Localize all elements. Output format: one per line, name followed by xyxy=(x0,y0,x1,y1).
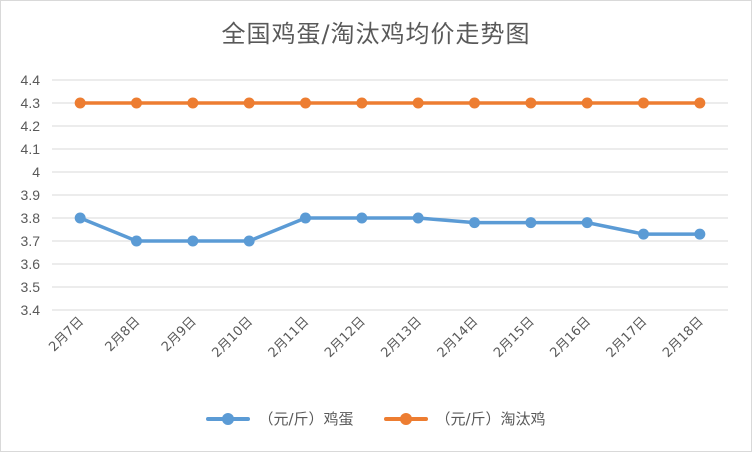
chart-legend: （元/斤）鸡蛋 （元/斤）淘汰鸡 xyxy=(0,408,752,429)
data-point xyxy=(694,97,706,109)
x-tick-label: 2月11日 xyxy=(266,314,313,361)
legend-swatch-culled-hens xyxy=(383,411,428,427)
data-point xyxy=(74,97,86,109)
y-tick-label: 3.5 xyxy=(21,279,41,295)
x-tick-label: 2月18日 xyxy=(660,314,707,361)
x-tick-label: 2月8日 xyxy=(103,314,144,355)
data-point xyxy=(187,97,199,109)
legend-item-culled-hens: （元/斤）淘汰鸡 xyxy=(383,408,546,429)
data-point xyxy=(469,217,480,229)
x-tick-label: 2月14日 xyxy=(435,314,482,361)
data-point xyxy=(300,97,311,109)
y-tick-label: 3.8 xyxy=(21,210,41,226)
chart-title: 全国鸡蛋/淘汰鸡均价走势图 xyxy=(221,20,531,48)
y-tick-label: 4.2 xyxy=(21,118,41,134)
data-point xyxy=(300,212,311,224)
data-point xyxy=(74,212,86,224)
x-tick-label: 2月13日 xyxy=(378,314,425,361)
data-point xyxy=(525,217,537,229)
x-tick-label: 2月17日 xyxy=(604,314,651,361)
series-line-0 xyxy=(79,216,700,243)
y-tick-label: 3.4 xyxy=(21,302,41,318)
y-tick-label: 3.9 xyxy=(21,187,41,203)
y-tick-label: 3.6 xyxy=(21,256,41,272)
x-tick-label: 2月9日 xyxy=(159,314,200,355)
y-tick-label: 4.4 xyxy=(21,72,41,88)
data-point xyxy=(187,235,199,247)
data-point xyxy=(243,235,255,247)
data-point xyxy=(412,212,424,224)
data-point xyxy=(131,235,142,247)
legend-label-eggs: （元/斤）鸡蛋 xyxy=(258,410,354,428)
y-tick-label: 4.3 xyxy=(21,95,41,111)
data-point xyxy=(525,97,537,109)
y-tick-label: 4 xyxy=(32,164,40,180)
data-point xyxy=(356,212,368,224)
y-tick-label: 3.7 xyxy=(21,233,41,249)
data-point xyxy=(412,97,424,109)
data-point xyxy=(638,228,649,240)
legend-label-culled-hens: （元/斤）淘汰鸡 xyxy=(435,410,546,428)
x-tick-label: 2月12日 xyxy=(322,314,369,361)
legend-item-eggs: （元/斤）鸡蛋 xyxy=(206,408,354,429)
data-point xyxy=(356,97,368,109)
data-point xyxy=(131,97,142,109)
legend-swatch-eggs xyxy=(206,411,251,427)
data-point xyxy=(638,97,649,109)
data-point xyxy=(581,217,593,229)
data-point xyxy=(694,228,706,240)
x-tick-label: 2月16日 xyxy=(547,314,594,361)
x-tick-label: 2月15日 xyxy=(491,314,538,361)
x-tick-label: 2月10日 xyxy=(209,314,256,361)
y-tick-label: 4.1 xyxy=(21,141,41,157)
x-tick-label: 2月7日 xyxy=(46,314,87,355)
data-point xyxy=(469,97,480,109)
data-point xyxy=(243,97,255,109)
data-point xyxy=(581,97,593,109)
